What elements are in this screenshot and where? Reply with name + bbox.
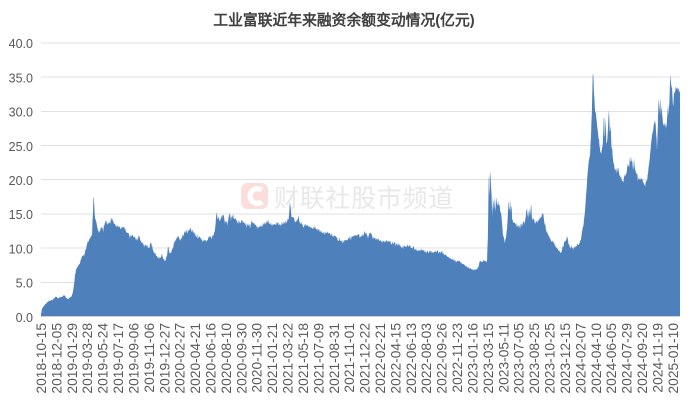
svg-text:2025-01-10: 2025-01-10	[666, 323, 681, 394]
svg-text:2021-08-31: 2021-08-31	[327, 323, 342, 394]
svg-text:35.0: 35.0	[9, 71, 33, 85]
svg-text:2019-05-24: 2019-05-24	[96, 323, 111, 394]
svg-text:2021-07-09: 2021-07-09	[311, 323, 326, 394]
svg-text:2020-08-10: 2020-08-10	[219, 323, 234, 394]
svg-text:2023-07-05: 2023-07-05	[512, 323, 527, 394]
svg-text:40.0: 40.0	[9, 37, 33, 51]
svg-text:2023-10-25: 2023-10-25	[543, 323, 558, 394]
svg-text:2022-06-13: 2022-06-13	[404, 323, 419, 394]
svg-text:15.0: 15.0	[9, 208, 33, 222]
svg-text:2019-01-29: 2019-01-29	[65, 323, 80, 394]
svg-text:0.0: 0.0	[16, 311, 33, 325]
svg-text:2020-04-21: 2020-04-21	[188, 323, 203, 394]
svg-text:2023-05-11: 2023-05-11	[496, 323, 511, 393]
svg-text:2024-06-05: 2024-06-05	[604, 323, 619, 394]
svg-text:2019-12-27: 2019-12-27	[157, 323, 172, 394]
svg-text:2022-11-23: 2022-11-23	[450, 323, 465, 393]
svg-text:2022-02-21: 2022-02-21	[373, 323, 388, 394]
svg-text:工业富联近年来融资余额变动情况(亿元): 工业富联近年来融资余额变动情况(亿元)	[213, 11, 474, 29]
svg-text:2021-01-21: 2021-01-21	[265, 323, 280, 394]
svg-text:2023-12-15: 2023-12-15	[558, 323, 573, 394]
svg-text:2020-02-27: 2020-02-27	[173, 323, 188, 394]
svg-text:20.0: 20.0	[9, 174, 33, 188]
svg-text:10.0: 10.0	[9, 242, 33, 256]
svg-text:2024-09-20: 2024-09-20	[635, 323, 650, 394]
svg-text:2020-09-30: 2020-09-30	[234, 323, 249, 394]
svg-text:2021-03-22: 2021-03-22	[281, 323, 296, 394]
svg-text:2024-04-10: 2024-04-10	[589, 323, 604, 394]
svg-text:30.0: 30.0	[9, 106, 33, 120]
svg-text:2023-08-25: 2023-08-25	[527, 323, 542, 394]
svg-text:2023-03-15: 2023-03-15	[481, 323, 496, 394]
svg-text:2024-07-29: 2024-07-29	[620, 323, 635, 394]
svg-text:2024-02-07: 2024-02-07	[573, 323, 588, 394]
svg-text:2024-11-19: 2024-11-19	[650, 323, 665, 393]
svg-text:2020-11-30: 2020-11-30	[250, 323, 265, 393]
svg-text:2018-12-05: 2018-12-05	[49, 323, 64, 394]
svg-text:2021-12-22: 2021-12-22	[358, 323, 373, 394]
svg-text:2019-03-28: 2019-03-28	[80, 323, 95, 394]
svg-text:2022-08-03: 2022-08-03	[419, 323, 434, 394]
svg-text:5.0: 5.0	[16, 277, 33, 291]
svg-text:2018-10-15: 2018-10-15	[34, 323, 49, 394]
svg-text:2022-04-15: 2022-04-15	[388, 323, 403, 394]
svg-text:2021-05-18: 2021-05-18	[296, 323, 311, 394]
svg-text:25.0: 25.0	[9, 140, 33, 154]
svg-text:2019-11-06: 2019-11-06	[142, 323, 157, 393]
svg-text:2020-06-16: 2020-06-16	[204, 323, 219, 394]
svg-text:2022-09-26: 2022-09-26	[435, 323, 450, 394]
svg-text:2023-01-16: 2023-01-16	[466, 323, 481, 394]
svg-text:2019-09-06: 2019-09-06	[127, 323, 142, 394]
svg-text:财联社股市频道: 财联社股市频道	[274, 185, 454, 213]
svg-text:2021-11-01: 2021-11-01	[342, 323, 357, 393]
svg-text:2019-07-17: 2019-07-17	[111, 323, 126, 394]
